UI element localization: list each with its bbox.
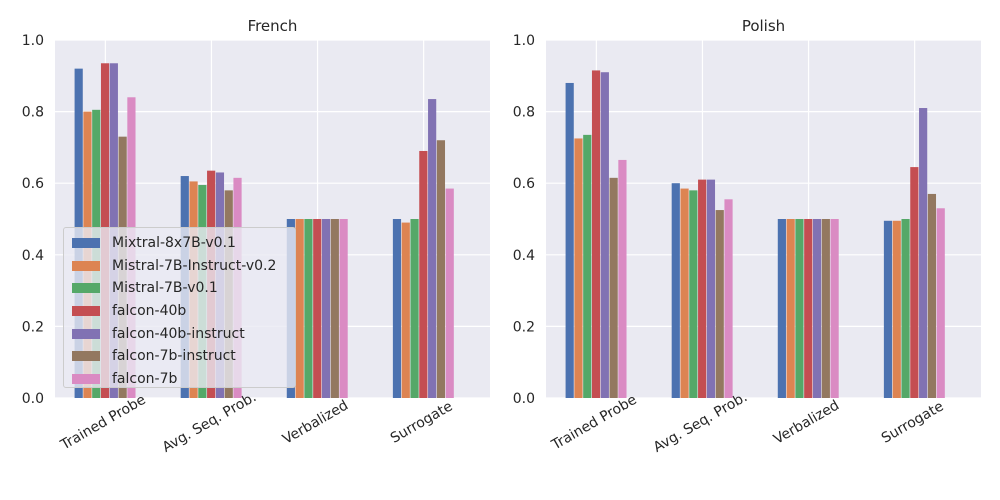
bar	[795, 219, 804, 398]
bar	[777, 219, 786, 398]
y-tick-label: 0.6	[513, 176, 535, 192]
y-tick-label: 0.4	[513, 248, 535, 264]
y-tick-label: 1.0	[22, 33, 44, 49]
legend-swatch	[72, 283, 100, 294]
legend-label: Mistral-7B-v0.1	[112, 280, 218, 297]
x-tick-label: Trained Probe	[57, 392, 148, 454]
bar	[883, 220, 893, 398]
bar	[574, 138, 583, 398]
y-tick-label: 0.0	[513, 391, 535, 407]
x-tick-label: Avg. Seq. Prob.	[651, 389, 751, 456]
bar	[591, 70, 601, 399]
bar	[671, 183, 680, 398]
bar	[321, 219, 331, 398]
x-tick-label: Surrogate	[879, 398, 947, 446]
legend-label: falcon-7b-instruct	[112, 348, 236, 365]
bar	[330, 219, 339, 398]
legend-item: falcon-7b-instruct	[72, 345, 295, 368]
bar	[919, 108, 928, 399]
bar	[339, 219, 348, 398]
chart-title-2: Polish	[742, 17, 785, 35]
legend-label: falcon-7b	[112, 370, 178, 387]
bar	[812, 219, 822, 398]
bar	[304, 219, 313, 398]
bar	[680, 188, 689, 398]
bar	[936, 208, 945, 398]
bar	[892, 220, 901, 398]
bar	[786, 219, 795, 398]
bar	[392, 219, 402, 398]
x-tick-label: Trained Probe	[548, 392, 639, 454]
x-tick-label: Verbalized	[280, 397, 351, 447]
x-tick-label: Avg. Seq. Prob.	[160, 389, 260, 456]
legend-label: falcon-40b	[112, 303, 187, 320]
bar	[698, 179, 707, 398]
legend-label: Mixtral-8x7B-v0.1	[112, 235, 236, 252]
bar	[410, 219, 419, 398]
bar	[445, 188, 454, 398]
bar	[401, 222, 410, 398]
y-tick-label: 0.0	[22, 391, 44, 407]
legend-item: falcon-7b	[72, 368, 295, 391]
bar	[910, 167, 919, 398]
bar	[609, 177, 618, 398]
x-tick-label: Verbalized	[771, 397, 842, 447]
bar	[295, 219, 304, 398]
y-tick-label: 1.0	[513, 33, 535, 49]
legend-item: Mixtral-8x7B-v0.1	[72, 232, 295, 255]
legend: Mixtral-8x7B-v0.1 Mistral-7B-Instruct-v0.…	[63, 227, 296, 388]
bar	[419, 150, 428, 398]
legend-swatch	[72, 351, 100, 362]
bar	[565, 82, 574, 399]
y-tick-label: 0.8	[22, 105, 44, 121]
legend-swatch	[72, 238, 100, 249]
y-tick-label: 0.2	[22, 319, 44, 335]
bar	[830, 219, 839, 398]
legend-item: Mistral-7B-v0.1	[72, 277, 295, 300]
legend-item: falcon-40b-instruct	[72, 322, 295, 345]
bar	[927, 193, 937, 398]
legend-swatch	[72, 328, 100, 339]
bar	[689, 190, 698, 398]
chart-title-1: French	[248, 17, 298, 35]
x-tick-label: Surrogate	[388, 398, 456, 446]
bar	[706, 179, 716, 398]
legend-swatch	[72, 373, 100, 384]
bar	[804, 219, 813, 398]
bar	[821, 219, 830, 398]
bar	[724, 199, 733, 398]
bar	[583, 134, 592, 398]
legend-swatch	[72, 306, 100, 317]
legend-label: falcon-40b-instruct	[112, 325, 245, 342]
bar	[901, 219, 910, 398]
bar	[600, 72, 609, 398]
legend-item: falcon-40b	[72, 300, 295, 323]
bar	[436, 140, 446, 399]
y-tick-label: 0.6	[22, 176, 44, 192]
y-tick-label: 0.4	[22, 248, 44, 264]
y-tick-label: 0.2	[513, 319, 535, 335]
y-tick-label: 0.8	[513, 105, 535, 121]
legend-label: Mistral-7B-Instruct-v0.2	[112, 257, 277, 274]
legend-item: Mistral-7B-Instruct-v0.2	[72, 255, 295, 278]
legend-swatch	[72, 260, 100, 271]
bar	[428, 99, 437, 398]
bar	[313, 219, 322, 398]
bar	[618, 159, 627, 398]
bar	[715, 210, 724, 398]
